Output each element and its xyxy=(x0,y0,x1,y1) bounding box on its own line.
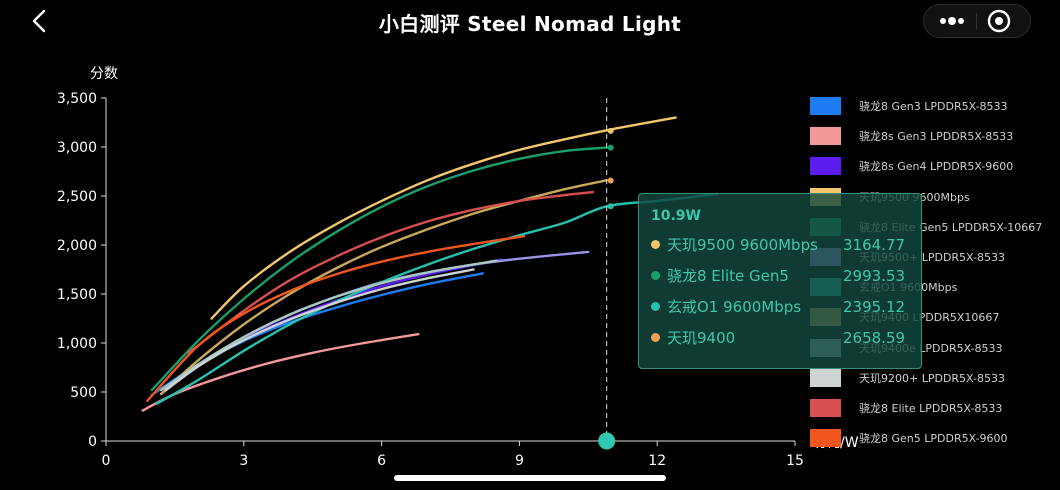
tooltip-dot xyxy=(651,271,660,280)
x-tick-label: 15 xyxy=(786,453,804,469)
x-tick-label: 3 xyxy=(239,453,248,469)
legend-label: 骁龙8 Gen3 LPDDR5X-8533 xyxy=(859,100,1008,114)
close-target-icon[interactable] xyxy=(986,8,1012,34)
cursor-point xyxy=(607,177,614,184)
x-tick-label: 0 xyxy=(102,453,111,469)
legend-item[interactable]: 天玑9200+ LPDDR5X-8533 xyxy=(810,363,1055,393)
y-tick-label: 1,500 xyxy=(57,287,97,303)
legend-item[interactable]: 骁龙8 Gen5 LPDDR5X-9600 xyxy=(810,423,1055,453)
legend-label: 天玑9200+ LPDDR5X-8533 xyxy=(859,371,1006,385)
y-tick-label: 2,500 xyxy=(57,189,97,205)
x-tick-label: 9 xyxy=(515,453,524,469)
legend-label: 骁龙8 Elite LPDDR5X-8533 xyxy=(859,401,1003,415)
series-line-10[interactable] xyxy=(164,268,475,392)
tooltip-dot xyxy=(651,240,660,249)
x-tick-label: 6 xyxy=(377,453,386,469)
cursor-handle[interactable] xyxy=(598,432,616,450)
chart-axes: 0 500 1,000 1,500 2,000 2,500 3,000 3,500 0 3 6 9 12… xyxy=(57,66,859,469)
series-line-9[interactable] xyxy=(159,259,498,392)
page-title: 小白测评 Steel Nomad Light xyxy=(378,12,682,36)
tooltip-value: 2993.53 xyxy=(843,266,906,285)
cursor-point xyxy=(607,127,614,134)
series-line-8[interactable] xyxy=(159,179,608,396)
tooltip-value: 3164.77 xyxy=(843,235,906,254)
tooltip-series-name: 天玑9400 xyxy=(667,329,736,347)
tooltip-series-name: 玄戒O1 9600Mbps xyxy=(667,298,802,316)
tooltip-value: 2395.12 xyxy=(843,297,906,316)
y-tick-label: 500 xyxy=(70,385,97,401)
tooltip-rows: 天玑9500 9600Mbps 3164.77 骁龙8 Elite Gen5 2993… xyxy=(651,229,921,353)
series-line-6[interactable] xyxy=(159,250,590,396)
legend-item[interactable]: 骁龙8 Gen3 LPDDR5X-8533 xyxy=(810,91,1055,121)
legend-swatch xyxy=(810,429,841,448)
chart-tooltip: 10.9W 天玑9500 9600Mbps 3164.77 骁龙8 Elite Ge… xyxy=(638,193,922,369)
tooltip-dot xyxy=(651,333,660,342)
y-tick-label: 1,000 xyxy=(57,336,97,352)
tooltip-row: 骁龙8 Elite Gen5 2993.53 xyxy=(651,260,921,291)
cursor-point xyxy=(607,203,614,210)
cursor-point xyxy=(607,144,614,151)
tooltip-series-name: 骁龙8 Elite Gen5 xyxy=(667,267,789,285)
y-axis-label: 分数 xyxy=(90,66,118,82)
nav-bar: 小白测评 Steel Nomad Light xyxy=(0,0,1060,44)
legend-swatch xyxy=(810,127,841,146)
tooltip-row: 天玑9500 9600Mbps 3164.77 xyxy=(651,229,921,260)
y-tick-label: 2,000 xyxy=(57,238,97,254)
legend-swatch xyxy=(810,157,841,176)
tooltip-series-name: 天玑9500 9600Mbps xyxy=(667,236,818,254)
y-tick-label: 3,000 xyxy=(57,140,97,156)
back-arrow-icon[interactable] xyxy=(28,9,52,33)
tooltip-row: 玄戒O1 9600Mbps 2395.12 xyxy=(651,291,921,322)
legend-item[interactable]: 骁龙8 Elite LPDDR5X-8533 xyxy=(810,393,1055,423)
legend-swatch xyxy=(810,368,841,387)
tooltip-value: 2658.59 xyxy=(843,328,906,347)
mini-program-capsule xyxy=(923,4,1031,38)
legend-label: 骁龙8 Gen5 LPDDR5X-9600 xyxy=(859,432,1008,446)
legend-item[interactable]: 骁龙8s Gen3 LPDDR5X-8533 xyxy=(810,121,1055,151)
capsule-divider xyxy=(976,13,977,29)
home-indicator[interactable] xyxy=(394,475,666,481)
series-line-4[interactable] xyxy=(210,116,677,320)
more-dots-icon[interactable] xyxy=(932,9,972,33)
x-tick-label: 12 xyxy=(648,453,666,469)
y-tick-label: 3,500 xyxy=(57,91,97,107)
chart-cursor xyxy=(598,98,616,450)
series-line-5[interactable] xyxy=(150,146,608,392)
legend-swatch xyxy=(810,398,841,417)
series-line-12[interactable] xyxy=(146,235,526,402)
series-line-11[interactable] xyxy=(187,190,595,354)
tooltip-row: 天玑9400 2658.59 xyxy=(651,322,921,353)
legend-swatch xyxy=(810,97,841,116)
y-tick-label: 0 xyxy=(88,434,97,450)
chart-series xyxy=(141,116,719,412)
legend-item[interactable]: 骁龙8s Gen4 LPDDR5X-9600 xyxy=(810,151,1055,181)
tooltip-title: 10.9W xyxy=(651,208,701,224)
legend-label: 骁龙8s Gen4 LPDDR5X-9600 xyxy=(859,160,1014,174)
legend-label: 骁龙8s Gen3 LPDDR5X-8533 xyxy=(859,130,1014,144)
tooltip-dot xyxy=(651,302,660,311)
